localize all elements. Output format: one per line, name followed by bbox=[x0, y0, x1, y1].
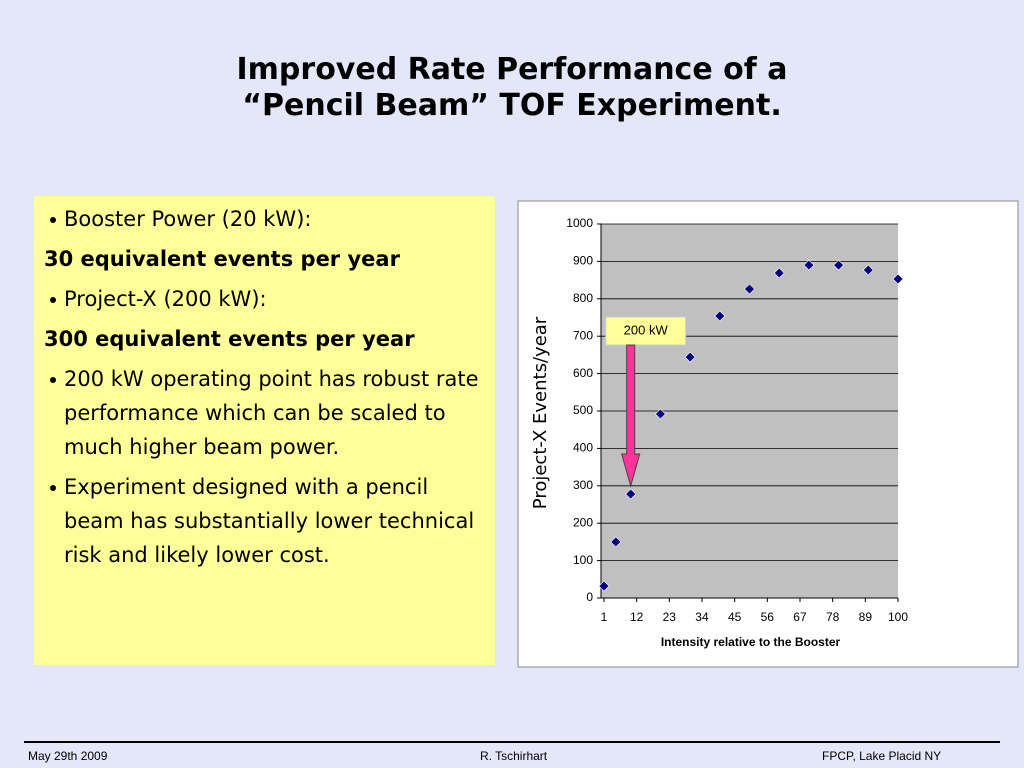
bullet: Experiment designed with a pencil beam h… bbox=[44, 470, 485, 572]
point bbox=[610, 536, 622, 548]
bullet: Booster Power (20 kW): bbox=[44, 202, 485, 236]
annotation-box bbox=[605, 316, 687, 346]
y-tick-label: 400 bbox=[573, 441, 593, 455]
x-tick-label: 1 bbox=[601, 610, 608, 624]
point bbox=[625, 488, 637, 500]
footer-center: R. Tschirhart bbox=[480, 749, 548, 763]
point bbox=[773, 267, 785, 279]
title-line: “Pencil Beam” TOF Experiment. bbox=[242, 88, 782, 123]
x-tick-label: 23 bbox=[663, 610, 677, 624]
x-axis-label: Intensity relative to the Booster bbox=[661, 635, 841, 649]
highlight: 30 equivalent events per year bbox=[44, 247, 400, 271]
point bbox=[598, 580, 610, 592]
title-line: Improved Rate Performance of a bbox=[236, 52, 788, 87]
y-tick-label: 900 bbox=[573, 254, 593, 268]
y-tick-label: 200 bbox=[573, 515, 593, 529]
point bbox=[862, 264, 874, 276]
y-tick-label: 100 bbox=[573, 553, 593, 567]
x-tick-label: 34 bbox=[695, 610, 709, 624]
point bbox=[714, 310, 726, 322]
y-tick-label: 700 bbox=[573, 328, 593, 342]
y-tick-label: 600 bbox=[573, 366, 593, 380]
footer-left: May 29th 2009 bbox=[28, 749, 108, 763]
point bbox=[744, 283, 755, 295]
point bbox=[654, 408, 666, 420]
slide-title: Improved Rate Performance of a “Pencil B… bbox=[0, 52, 1024, 124]
point bbox=[684, 351, 696, 363]
bullet: Project-X (200 kW): bbox=[44, 282, 485, 316]
highlight: 300 equivalent events per year bbox=[44, 327, 415, 351]
point bbox=[803, 259, 815, 271]
y-axis-label: Project-X Events/year bbox=[530, 316, 551, 509]
x-tick-label: 78 bbox=[826, 610, 840, 624]
x-tick-label: 45 bbox=[728, 610, 742, 624]
point bbox=[833, 259, 845, 271]
x-tick-label: 12 bbox=[630, 610, 644, 624]
y-tick-label: 500 bbox=[573, 403, 593, 417]
x-tick-label: 100 bbox=[888, 610, 908, 624]
x-tick-label: 89 bbox=[859, 610, 873, 624]
x-tick-label: 56 bbox=[761, 610, 775, 624]
annotation-text: 200 kW bbox=[624, 322, 669, 337]
y-tick-label: 0 bbox=[586, 590, 593, 604]
text-box: Booster Power (20 kW): 30 equivalent eve… bbox=[34, 196, 495, 665]
x-tick-label: 67 bbox=[793, 610, 807, 624]
footer-right: FPCP, Lake Placid NY bbox=[822, 749, 942, 763]
annotation-arrow bbox=[621, 344, 641, 488]
point bbox=[892, 273, 904, 285]
y-tick-label: 800 bbox=[573, 291, 593, 305]
bullet: 200 kW operating point has robust rate p… bbox=[44, 362, 485, 464]
y-tick-label: 300 bbox=[573, 478, 593, 492]
y-tick-label: 1000 bbox=[566, 216, 593, 230]
